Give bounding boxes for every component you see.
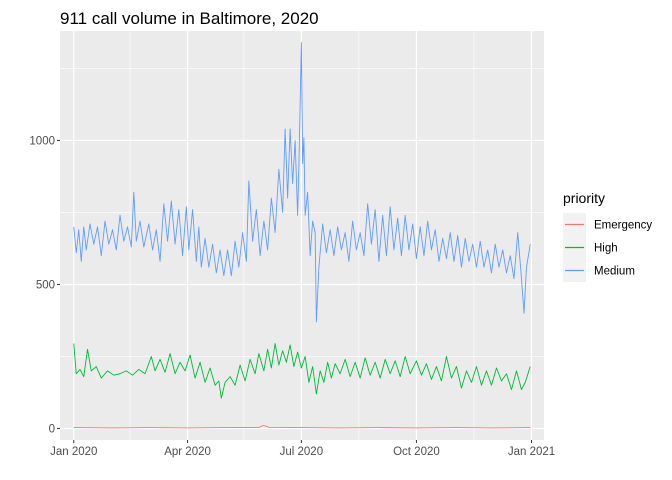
legend-title: priority [563, 190, 605, 206]
x-tick-label: Jan 2021 [508, 446, 555, 458]
series-line-emergency [73, 425, 531, 429]
series-line-high [73, 343, 531, 399]
y-axis: 0 500 1000 [29, 135, 60, 435]
legend: priority Emergency High Medium [563, 190, 652, 282]
legend-label-high: High [594, 243, 618, 255]
y-tick-label: 1000 [29, 135, 55, 147]
series-line-medium [73, 42, 531, 323]
x-tick-label: Apr 2020 [164, 446, 211, 458]
y-tick-label: 0 [49, 423, 55, 435]
legend-label-emergency: Emergency [594, 220, 652, 232]
x-axis: Jan 2020 Apr 2020 Jul 2020 Oct 2020 Jan 2021 [50, 440, 555, 458]
chart-title: 911 call volume in Baltimore, 2020 [60, 9, 319, 28]
legend-label-medium: Medium [594, 266, 635, 278]
series-lines [73, 42, 531, 429]
x-tick-label: Oct 2020 [393, 446, 440, 458]
y-tick-label: 500 [36, 279, 55, 291]
x-tick-label: Jan 2020 [50, 446, 97, 458]
x-tick-label: Jul 2020 [280, 446, 323, 458]
